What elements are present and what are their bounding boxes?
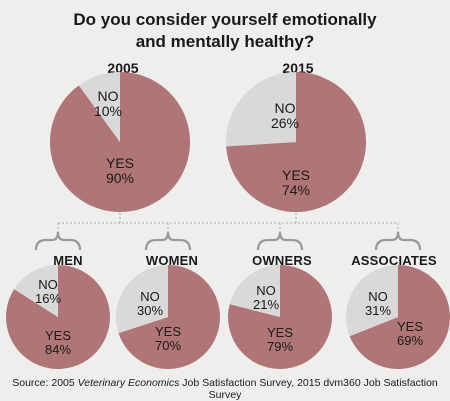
- pie-label-yes-men: YES 84%: [45, 328, 71, 357]
- pie-slice-no-associates: [346, 265, 398, 337]
- pie-slice-yes-men: [5, 265, 110, 370]
- pie-men: YES 84% NO 16%: [5, 265, 110, 370]
- pie-label-no-men: NO 16%: [35, 277, 61, 306]
- source-italic: Veterinary Economics: [77, 377, 180, 389]
- pie-title-men: MEN: [53, 253, 83, 268]
- pie-slice-no-2015: [225, 72, 296, 147]
- pie-label-yes-2015: YES 74%: [282, 167, 310, 198]
- pie-slice-yes-2005: [49, 72, 190, 212]
- pie-slice-no-owners: [229, 265, 280, 317]
- chart-title-line-2: and mentally healthy?: [135, 32, 315, 51]
- source-note: Source: 2005 Veterinary Economics Job Sa…: [12, 377, 438, 401]
- pie-slice-yes-women: [118, 265, 221, 369]
- pie-label-no-2015: NO 26%: [271, 100, 299, 131]
- pie-label-yes-associates: YES 69%: [397, 319, 423, 348]
- pie-associates: YES 69%NO 31%: [346, 265, 450, 369]
- pie-label-yes-women: YES 70%: [155, 324, 181, 353]
- pie-label-yes-owners: YES 79%: [267, 325, 293, 354]
- curly-brackets: [34, 231, 422, 251]
- pie-title-2015: 2015: [282, 60, 314, 76]
- pie-label-no-2005: NO 10%: [94, 88, 122, 119]
- pie-label-yes-2005: YES 90%: [106, 155, 134, 186]
- pie-slice-yes-2015: [226, 72, 366, 213]
- pie-title-owners: OWNERS: [252, 253, 312, 268]
- pie-label-no-owners: NO 21%: [253, 283, 279, 312]
- connector-lines: [57, 213, 399, 232]
- pie-women: YES 70% NO 30%: [115, 265, 221, 369]
- pie-slice-no-2005: [78, 72, 120, 142]
- pie-slice-no-men: [14, 265, 58, 317]
- pie-2015: YES 74% NO 26%: [225, 72, 366, 213]
- pie-title-associates: ASSOCIATES: [351, 253, 437, 268]
- pie-slice-yes-associates: [349, 265, 450, 369]
- pie-label-no-women: NO 30%: [137, 289, 163, 318]
- pie-2005: YES 90% NO 10%: [49, 72, 190, 212]
- pie-title-2005: 2005: [107, 60, 139, 76]
- pie-title-women: WOMEN: [145, 253, 199, 268]
- chart-title-line-1: Do you consider yourself emotionally: [73, 10, 377, 29]
- pie-slice-no-women: [115, 265, 168, 334]
- pie-label-no-associates: NO 31%: [365, 289, 391, 318]
- pie-owners: YES 79% NO 21%: [227, 265, 332, 369]
